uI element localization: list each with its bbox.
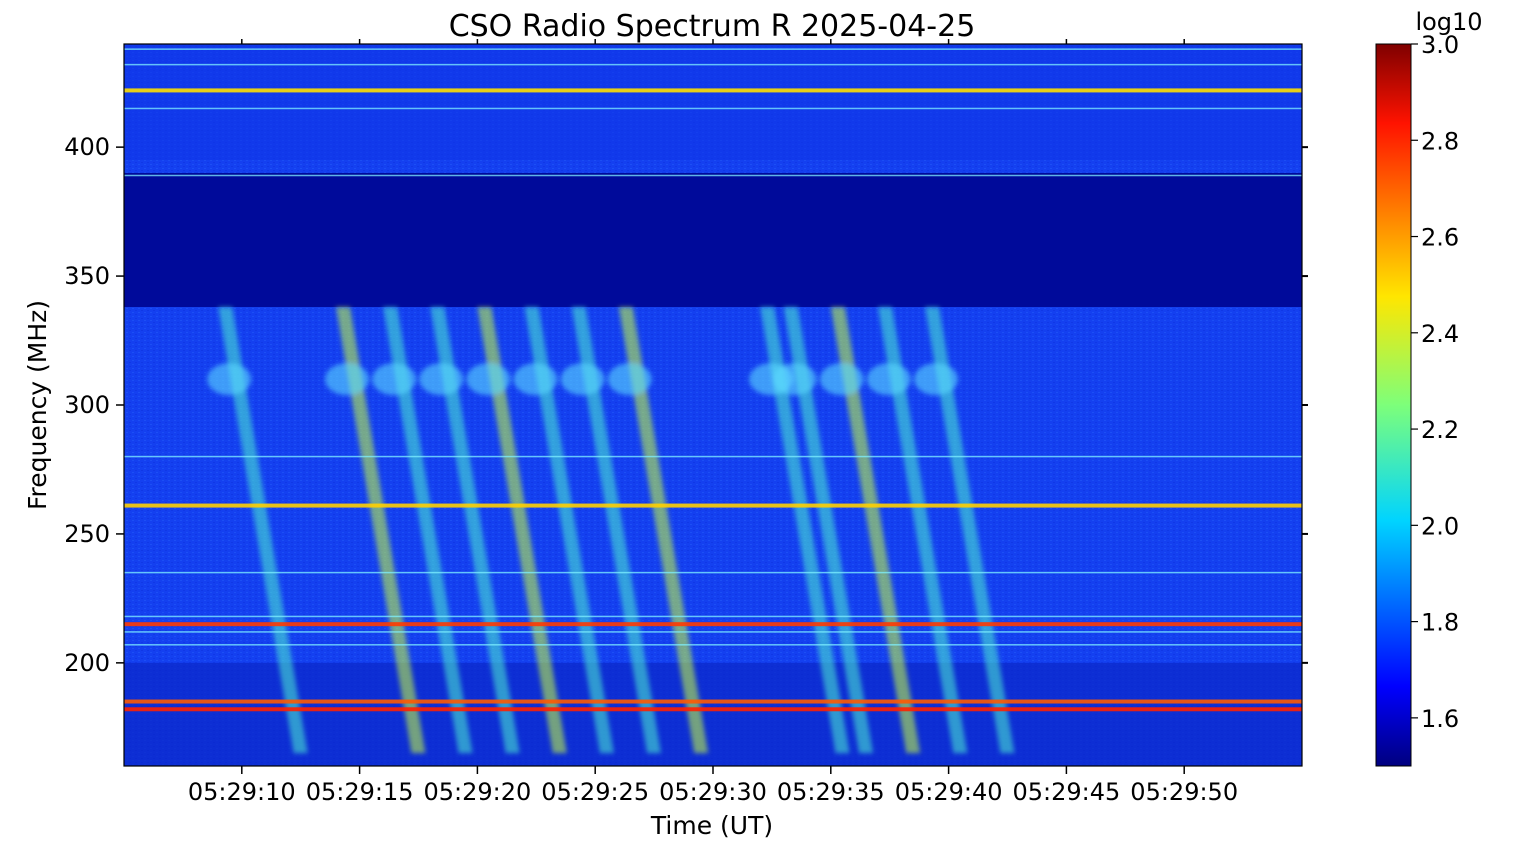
- type-iii-burst: [760, 307, 850, 754]
- x-tick-label: 05:29:20: [424, 778, 532, 806]
- burst-head: [607, 363, 652, 396]
- type-iii-burst: [430, 307, 520, 754]
- type-iii-burst: [524, 307, 614, 754]
- burst-head: [772, 363, 817, 396]
- burst-head: [819, 363, 864, 396]
- colorbar-tick-label: 2.6: [1421, 224, 1459, 252]
- colorbar-tick-label: 2.8: [1421, 127, 1459, 155]
- colorbar-tick-label: 3.0: [1421, 31, 1459, 59]
- interference-line: [124, 503, 1302, 508]
- quiet-band: [124, 172, 1302, 308]
- burst-layer: [207, 307, 1015, 754]
- y-axis: 200 250 300 350 400: [64, 133, 1308, 677]
- interference-line: [124, 699, 1302, 704]
- type-iii-burst: [783, 307, 874, 754]
- interference-line: [124, 615, 1302, 618]
- band-layer: [124, 44, 1302, 766]
- interference-line: [124, 707, 1302, 712]
- burst-head: [207, 363, 252, 396]
- type-iii-burst: [618, 307, 709, 754]
- x-tick-label: 05:29:45: [1013, 778, 1121, 806]
- burst-head: [866, 363, 911, 396]
- x-tick-label: 05:29:50: [1130, 778, 1238, 806]
- x-tick-label: 05:29:10: [188, 778, 296, 806]
- x-tick-label: 05:29:40: [895, 778, 1003, 806]
- burst-head: [513, 363, 558, 396]
- colorbar-tick-label: 2.2: [1421, 416, 1459, 444]
- colorbar-tick-label: 2.0: [1421, 512, 1459, 540]
- interference-layer: [124, 48, 1302, 712]
- interference-line: [124, 63, 1302, 66]
- x-tick-label: 05:29:25: [541, 778, 649, 806]
- type-iii-burst: [336, 307, 426, 754]
- colorbar-tick-label: 2.4: [1421, 320, 1459, 348]
- interference-line: [124, 571, 1302, 574]
- interference-line: [124, 48, 1302, 50]
- interference-line: [124, 631, 1302, 633]
- colorbar-gradient: [1375, 43, 1412, 767]
- interference-line: [124, 88, 1302, 93]
- type-iii-burst: [218, 307, 308, 754]
- type-iii-burst: [383, 307, 473, 754]
- colorbar-ticks: 1.6 1.8 2.0 2.2 2.4 2.6 2.8 3.0: [1411, 31, 1459, 733]
- chart-title: CSO Radio Spectrum R 2025-04-25: [449, 9, 976, 44]
- interference-line: [124, 107, 1302, 110]
- x-axis-label: Time (UT): [650, 811, 773, 840]
- y-axis-label: Frequency (MHz): [23, 300, 52, 510]
- colorbar-label: log10: [1415, 8, 1482, 36]
- interference-line: [124, 622, 1302, 627]
- burst-head: [419, 363, 464, 396]
- x-tick-label: 05:29:35: [777, 778, 885, 806]
- background-noise: [124, 44, 1302, 766]
- type-iii-burst: [925, 307, 1015, 754]
- colorbar-tick-label: 1.6: [1421, 705, 1459, 733]
- lower-band: [124, 662, 1302, 766]
- x-axis: 05:29:10 05:29:15 05:29:20 05:29:25 05:29:30…: [188, 39, 1238, 806]
- y-tick-label: 350: [64, 262, 110, 290]
- y-tick-label: 300: [64, 391, 110, 419]
- type-iii-burst: [830, 307, 921, 754]
- interference-line: [124, 455, 1302, 458]
- type-iii-burst: [877, 307, 968, 754]
- interference-line: [124, 644, 1302, 646]
- colorbar: 1.6 1.8 2.0 2.2 2.4 2.6 2.8 3.0 log10: [1375, 8, 1483, 767]
- type-iii-burst: [477, 307, 567, 754]
- y-tick-label: 400: [64, 133, 110, 161]
- y-tick-label: 200: [64, 649, 110, 677]
- interference-line: [124, 174, 1302, 177]
- burst-head: [325, 363, 370, 396]
- burst-head: [914, 363, 959, 396]
- x-tick-label: 05:29:30: [659, 778, 767, 806]
- type-iii-burst: [571, 307, 662, 754]
- burst-head: [372, 363, 417, 396]
- upper-band: [124, 44, 1302, 161]
- x-tick-label: 05:29:15: [306, 778, 414, 806]
- y-tick-label: 250: [64, 520, 110, 548]
- burst-head: [560, 363, 605, 396]
- heatmap-area: [124, 44, 1302, 766]
- colorbar-tick-label: 1.8: [1421, 609, 1459, 637]
- burst-head: [466, 363, 511, 396]
